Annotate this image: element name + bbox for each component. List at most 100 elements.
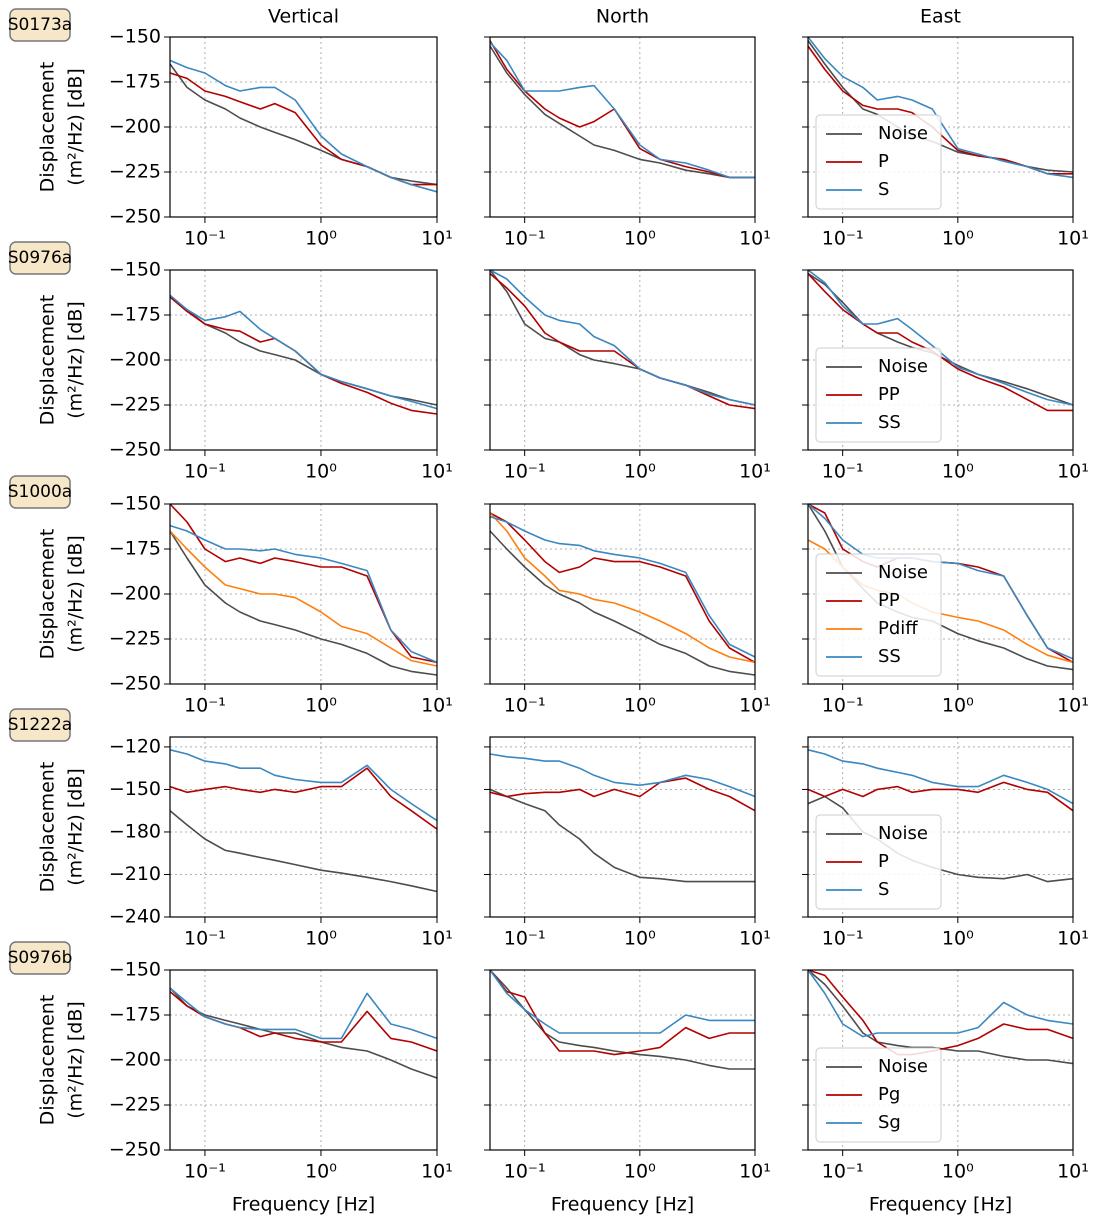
x-tick-label: 10⁻¹: [184, 1161, 226, 1183]
x-tick-label: 10⁰: [942, 695, 974, 717]
plot-frame: [169, 36, 438, 218]
x-tick-label: 10¹: [1057, 228, 1089, 250]
x-tick-label: 10¹: [739, 1161, 771, 1183]
legend-label: SS: [878, 646, 901, 667]
panel: 10⁻¹ 10⁰ 10¹ −250 −225 −200 −175 −150 Displaceme…: [8, 475, 453, 717]
event-label-box: [9, 941, 71, 975]
y-axis-label: (m²/Hz) [dB]: [65, 301, 87, 419]
x-tick-label: 10⁰: [624, 228, 656, 250]
x-tick-label: 10⁻¹: [184, 461, 226, 483]
y-tick-label: −200: [109, 1049, 161, 1071]
x-tick-label: 10⁻¹: [504, 928, 546, 950]
y-tick-label: −250: [109, 673, 161, 695]
event-label: S1000a: [8, 482, 72, 502]
x-tick-label: 10⁰: [942, 461, 974, 483]
x-tick-label: 10¹: [421, 928, 453, 950]
plot-frame: [489, 969, 756, 1151]
x-tick-label: 10¹: [739, 228, 771, 250]
series-line: [489, 969, 755, 1070]
series-line: [807, 781, 1074, 812]
series-line: [489, 969, 755, 1056]
x-tick-label: 10⁻¹: [504, 461, 546, 483]
plot-frame: [489, 503, 756, 685]
series-line: [169, 294, 438, 410]
plot-frame: [169, 969, 438, 1151]
plot-frame: [807, 36, 1074, 218]
plot-frame: [489, 36, 756, 218]
series-line: [169, 530, 438, 667]
x-tick-label: 10¹: [1057, 695, 1089, 717]
series-line: [169, 59, 438, 193]
event-label: S0173a: [8, 15, 72, 35]
legend: Noise PS: [815, 114, 942, 210]
x-tick-label: 10⁰: [942, 1161, 974, 1183]
series-line: [489, 41, 755, 179]
series-line: [169, 72, 437, 186]
series-line: [489, 753, 756, 798]
series-line: [489, 515, 756, 658]
y-tick-label: −225: [109, 161, 161, 183]
series-line: [169, 524, 438, 664]
y-axis-label: (m²/Hz) [dB]: [65, 1001, 87, 1119]
y-tick-label: −210: [109, 863, 161, 885]
y-tick-label: −150: [109, 778, 161, 800]
series-line: [169, 810, 438, 893]
y-axis-label: (m²/Hz) [dB]: [65, 68, 87, 186]
legend-box: [815, 114, 942, 210]
x-tick-label: 10¹: [1057, 928, 1089, 950]
panel: 10⁻¹ 10⁰ 10¹: [484, 736, 771, 950]
x-axis-label: Frequency [Hz]: [232, 1194, 375, 1216]
x-tick-label: 10¹: [421, 695, 453, 717]
panel: 10⁻¹ 10⁰ 10¹ Noise PP Pdiff SS: [802, 503, 1089, 717]
legend: Noise PS: [815, 814, 942, 910]
plot-frame: [489, 736, 756, 918]
x-tick-label: 10⁰: [305, 695, 337, 717]
panel: 10⁻¹ 10⁰ 10¹: [484, 503, 771, 717]
x-tick-label: 10⁰: [305, 461, 337, 483]
x-tick-label: 10⁰: [305, 228, 337, 250]
x-tick-label: 10¹: [739, 928, 771, 950]
y-tick-label: −150: [109, 26, 161, 48]
plot-frame: [169, 269, 438, 451]
series-line: [169, 530, 438, 676]
x-tick-label: 10⁰: [624, 928, 656, 950]
series-line: [807, 749, 1074, 805]
series-line: [169, 296, 438, 406]
series-line: [807, 969, 1074, 1038]
y-axis-label: Displacement: [37, 529, 59, 660]
panel: 10⁻¹ 10⁰ 10¹ −250 −225 −200 −175 −150 Displaceme…: [8, 241, 453, 483]
series-line: [489, 272, 756, 410]
series-line: [489, 269, 756, 406]
panel: 10⁻¹ 10⁰ 10¹ −250 −225 −200 −175 −150 Vertical Di…: [8, 6, 453, 250]
series-line: [489, 269, 756, 406]
column-title: Vertical: [268, 6, 339, 28]
plot-frame: [489, 269, 756, 451]
series-line: [169, 987, 438, 1079]
x-tick-label: 10⁰: [942, 928, 974, 950]
legend-label: PP: [878, 384, 900, 405]
series-line: [169, 987, 438, 1040]
y-axis-label: Displacement: [37, 995, 59, 1126]
series-line: [489, 777, 756, 812]
x-tick-label: 10¹: [421, 1161, 453, 1183]
event-label-box: [9, 708, 71, 742]
panel: 10⁻¹ 10⁰ 10¹ Frequency [Hz]: [484, 969, 771, 1216]
x-tick-label: 10⁻¹: [822, 1161, 864, 1183]
event-label-box: [9, 475, 71, 509]
y-axis-label: (m²/Hz) [dB]: [65, 768, 87, 886]
panel: 10⁻¹ 10⁰ 10¹ East Noise PS: [802, 6, 1089, 250]
legend-label: S: [878, 179, 889, 200]
series-line: [807, 969, 1074, 1065]
x-tick-label: 10⁻¹: [504, 228, 546, 250]
x-tick-label: 10⁰: [305, 1161, 337, 1183]
event-label-box: [9, 241, 71, 275]
y-tick-label: −180: [109, 820, 161, 842]
event-label: S0976b: [8, 948, 73, 968]
plot-frame: [807, 736, 1074, 918]
x-tick-label: 10¹: [1057, 461, 1089, 483]
x-tick-label: 10⁻¹: [504, 695, 546, 717]
series-line: [489, 45, 755, 179]
panel: 10⁻¹ 10⁰ 10¹: [484, 269, 771, 483]
legend-label: Pdiff: [878, 618, 918, 639]
